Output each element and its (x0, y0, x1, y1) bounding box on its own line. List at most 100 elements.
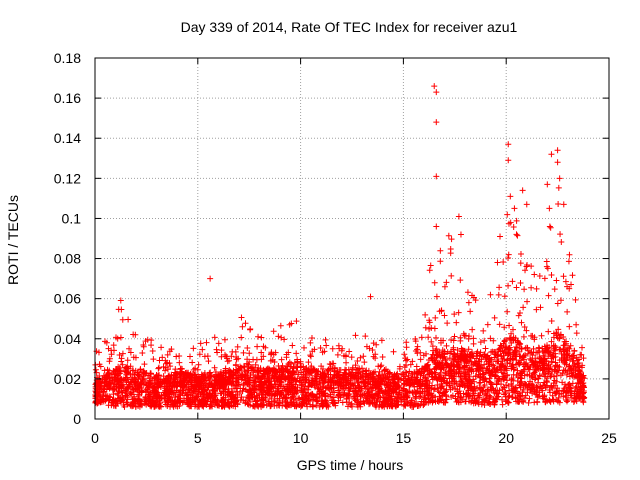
data-point (328, 397, 335, 404)
data-point (422, 324, 429, 331)
data-point (189, 359, 196, 366)
data-point (519, 389, 526, 396)
data-point (202, 387, 209, 394)
data-point (412, 393, 419, 400)
data-point (270, 365, 277, 372)
data-point (329, 345, 336, 352)
data-point (451, 350, 458, 357)
data-point (159, 354, 166, 361)
data-point (361, 359, 368, 366)
data-point (152, 393, 159, 400)
data-point (389, 401, 396, 408)
data-point (203, 339, 210, 346)
data-point (556, 346, 563, 353)
data-point (289, 400, 296, 407)
data-point (126, 345, 133, 352)
data-point (303, 367, 310, 374)
data-point (514, 232, 521, 239)
data-point (307, 339, 314, 346)
data-point (242, 397, 249, 404)
data-point (558, 356, 565, 363)
data-point (543, 377, 550, 384)
data-point (435, 388, 442, 395)
data-point (201, 353, 208, 360)
x-tick-label: 0 (91, 430, 99, 446)
data-point (508, 376, 515, 383)
data-point (215, 340, 222, 347)
data-point (517, 393, 524, 400)
data-point (436, 393, 443, 400)
x-tick-label: 25 (601, 430, 617, 446)
data-point (252, 398, 259, 405)
data-point (494, 390, 501, 397)
data-point (240, 363, 247, 370)
data-point (437, 247, 444, 254)
data-point (573, 398, 580, 405)
data-point (467, 354, 474, 361)
data-point (99, 376, 106, 383)
data-point (429, 351, 436, 358)
data-point (356, 383, 363, 390)
data-point (461, 368, 468, 375)
data-point (566, 251, 573, 258)
y-tick-label: 0.16 (54, 90, 81, 106)
data-point (104, 382, 111, 389)
data-point (433, 293, 440, 300)
data-point (121, 403, 128, 410)
data-point (376, 368, 383, 375)
data-point (267, 367, 274, 374)
data-point (545, 370, 552, 377)
data-point (515, 390, 522, 397)
data-point (531, 334, 538, 341)
data-point (124, 388, 131, 395)
data-point (580, 355, 587, 362)
data-point (464, 289, 471, 296)
data-point (257, 365, 264, 372)
data-point (167, 388, 174, 395)
data-point (499, 362, 506, 369)
data-point (97, 363, 104, 370)
data-point (516, 310, 523, 317)
data-point (269, 383, 276, 390)
data-point (400, 402, 407, 409)
data-point (484, 321, 491, 328)
data-point (509, 326, 516, 333)
data-point (367, 293, 374, 300)
data-point (554, 300, 561, 307)
data-point (563, 389, 570, 396)
data-point (553, 277, 560, 284)
data-point (262, 397, 269, 404)
data-point (365, 377, 372, 384)
y-tick-label: 0.02 (54, 371, 81, 387)
data-point (545, 362, 552, 369)
data-point (436, 360, 443, 367)
data-point (418, 369, 425, 376)
data-point (471, 378, 478, 385)
data-point (454, 363, 461, 370)
data-point (412, 336, 419, 343)
data-point (414, 370, 421, 377)
data-point (119, 316, 126, 323)
data-point (505, 282, 512, 289)
data-point (240, 382, 247, 389)
data-point (205, 358, 212, 365)
data-point (140, 369, 147, 376)
data-point (460, 390, 467, 397)
data-point (569, 272, 576, 279)
data-point (495, 291, 502, 298)
data-point (313, 368, 320, 375)
data-point (122, 367, 129, 374)
data-point (548, 317, 555, 324)
data-point (340, 392, 347, 399)
data-point (401, 380, 408, 387)
data-point (272, 390, 279, 397)
data-point (187, 353, 194, 360)
data-point (568, 370, 575, 377)
data-point (245, 389, 252, 396)
data-point (495, 375, 502, 382)
data-point (501, 324, 508, 331)
data-point (372, 403, 379, 410)
y-axis-label: ROTI / TECUs (5, 195, 21, 285)
data-point (465, 346, 472, 353)
data-point (240, 349, 247, 356)
